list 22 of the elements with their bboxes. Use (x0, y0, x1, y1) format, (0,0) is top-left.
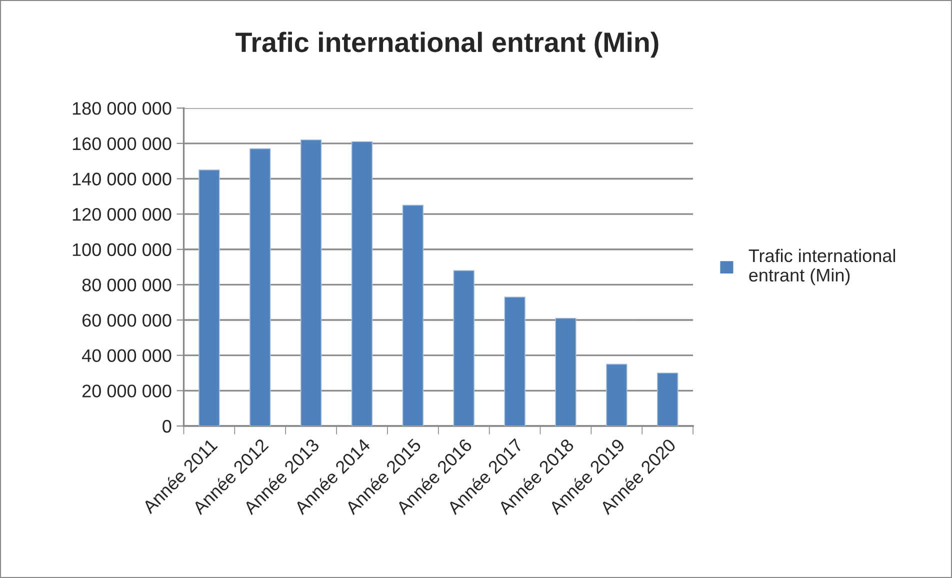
bar (351, 141, 373, 426)
chart-title: Trafic international entrant (Min) (236, 32, 658, 58)
bar (250, 148, 271, 426)
y-tick-label: 0 (162, 420, 172, 433)
y-tick-label: 80 000 000 (82, 278, 172, 292)
y-tick-label: 40 000 000 (82, 349, 172, 362)
y-tick-label: 60 000 000 (82, 314, 172, 327)
bar (555, 318, 576, 426)
y-tick-label: 180 000 000 (72, 102, 172, 115)
bar (504, 296, 526, 426)
y-tick-label: 100 000 000 (72, 243, 172, 256)
y-tick-label: 120 000 000 (72, 208, 172, 221)
bar (198, 169, 220, 426)
y-tick-label: 140 000 000 (72, 172, 172, 186)
bar (606, 364, 628, 426)
bar (402, 204, 424, 426)
y-tick-label: 160 000 000 (72, 137, 172, 150)
bar (453, 270, 474, 426)
legend-label: Trafic international entrant (Min) (748, 248, 896, 286)
bar (656, 372, 678, 426)
y-tick-label: 20 000 000 (82, 384, 172, 398)
bar (300, 139, 322, 426)
